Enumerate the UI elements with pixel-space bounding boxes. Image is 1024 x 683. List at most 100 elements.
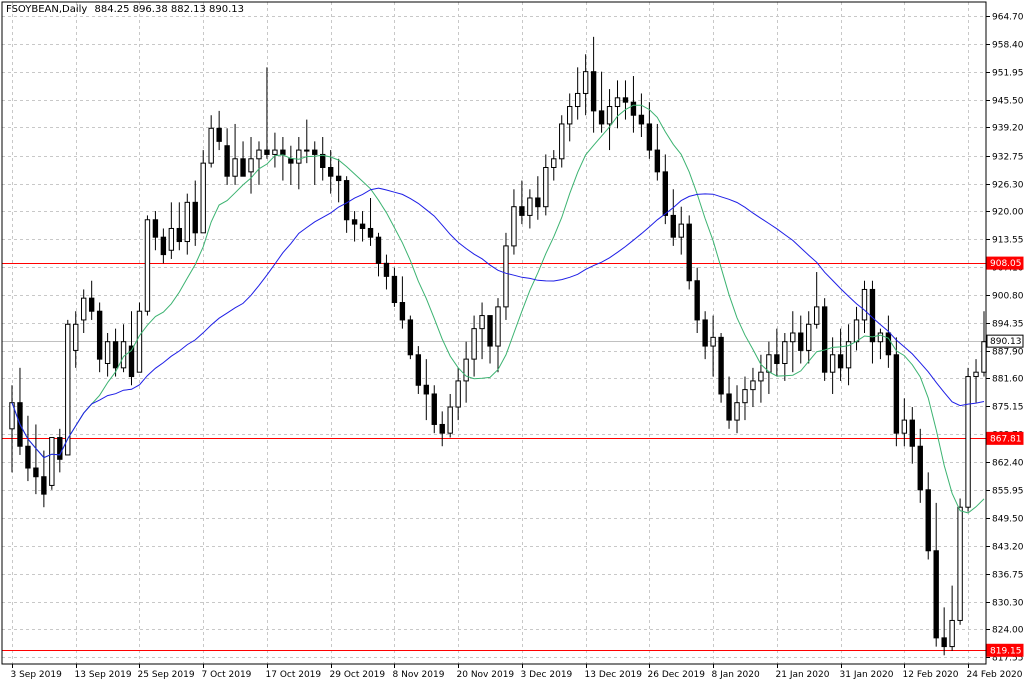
candle-bear	[280, 149, 286, 155]
candle-bull	[574, 92, 581, 108]
x-tick-label: 25 Sep 2019	[138, 670, 195, 680]
x-tick-label: 17 Oct 2019	[266, 670, 322, 680]
y-tick-label: 836.75	[992, 571, 1024, 581]
candle-bull	[877, 332, 884, 343]
candle-bull	[81, 297, 87, 321]
chart-header: FSOYBEAN,Daily 884.25 896.38 882.13 890.…	[6, 4, 248, 15]
candle-bull	[901, 419, 908, 434]
candle-bull	[49, 437, 55, 486]
x-tick-label: 24 Feb 2020	[967, 670, 1023, 680]
candle-bear	[519, 206, 525, 216]
candle-bull	[168, 227, 175, 251]
candle-bear	[909, 419, 915, 447]
candle-bear	[415, 354, 422, 386]
y-tick-label: 932.75	[992, 153, 1024, 163]
candle-bear	[941, 637, 947, 648]
candle-bull	[758, 371, 764, 382]
candle-bear	[590, 71, 597, 112]
y-tick-label: 881.60	[992, 375, 1024, 385]
candle-bull	[455, 380, 461, 408]
level-lines	[2, 263, 986, 651]
candle-bear	[96, 310, 103, 360]
candle-bear	[312, 149, 318, 155]
candle-bull	[543, 167, 549, 208]
candle-bull	[861, 288, 868, 321]
candle-bear	[264, 149, 270, 155]
candle-bear	[423, 384, 429, 395]
candle-bear	[925, 489, 931, 552]
candle-bull	[479, 315, 485, 330]
candle-bear	[407, 319, 414, 356]
candle-bear	[41, 476, 47, 495]
candle-bear	[391, 275, 398, 304]
candle-bear	[192, 201, 198, 234]
candle-bull	[766, 354, 772, 373]
ma-slow-line	[11, 187, 985, 459]
candle-bear	[694, 280, 700, 321]
candle-bull	[614, 97, 621, 108]
candle-bear	[25, 445, 31, 469]
current-price-tag: 890.13	[990, 337, 1022, 347]
level-tag: 908.05	[990, 259, 1022, 269]
y-tick-label: 958.40	[992, 41, 1024, 51]
x-tick-label: 3 Sep 2019	[11, 670, 63, 680]
candle-bear	[351, 219, 358, 225]
y-tick-label: 964.70	[992, 13, 1024, 23]
candle-bear	[288, 158, 294, 164]
candle-bear	[240, 158, 246, 177]
candle-bear	[487, 315, 493, 347]
y-tick-label: 939.20	[992, 124, 1024, 134]
candle-bull	[9, 402, 15, 430]
candle-bear	[798, 332, 804, 351]
candle-bear	[622, 97, 629, 103]
candle-bull	[845, 341, 852, 369]
candle-bear	[431, 393, 437, 425]
candle-bull	[710, 336, 716, 347]
candle-bear	[128, 345, 135, 378]
candle-bull	[73, 323, 79, 351]
candle-bear	[383, 262, 390, 277]
chart-symbol: FSOYBEAN,Daily	[6, 4, 88, 15]
candle-bull	[742, 389, 748, 404]
y-tick-label: 862.40	[992, 459, 1024, 469]
y-tick-label: 875.15	[992, 403, 1024, 413]
candle-bull	[296, 149, 302, 164]
price-tags: 908.05 867.81 819.15 890.13	[986, 256, 1024, 657]
x-tick-label: 3 Dec 2019	[521, 670, 573, 680]
candle-bull	[957, 506, 963, 621]
candle-bear	[702, 319, 708, 347]
current-price-tag-bg	[986, 334, 1024, 348]
plot-frame	[1, 1, 987, 665]
candle-bear	[320, 153, 326, 168]
candle-bull	[65, 323, 71, 456]
candle-bear	[399, 302, 406, 321]
candle-bull	[734, 402, 740, 421]
candle-bull	[248, 158, 254, 173]
candle-bull	[184, 201, 190, 243]
candle-bull	[200, 162, 206, 234]
candle-bear	[885, 332, 892, 356]
candle-bull	[232, 158, 238, 177]
candle-bull	[965, 376, 971, 508]
y-tick-label: 913.55	[992, 236, 1024, 246]
candles	[9, 36, 987, 656]
candle-bear	[439, 423, 445, 434]
y-tick-label: 830.30	[992, 599, 1024, 609]
y-tick-label: 817.55	[992, 654, 1024, 664]
candle-bear	[359, 223, 366, 229]
level-tag-bg	[986, 431, 1024, 445]
x-tick-label: 29 Oct 2019	[330, 670, 386, 680]
x-tick-label: 31 Jan 2020	[840, 670, 894, 680]
x-axis-labels: 3 Sep 2019 13 Sep 2019 25 Sep 2019 7 Oct 20…	[11, 670, 1023, 680]
candle-bull	[447, 406, 453, 434]
moving-averages	[11, 104, 985, 514]
candle-bear	[646, 123, 653, 151]
candle-bull	[813, 306, 820, 325]
candle-bear	[837, 354, 844, 369]
candle-bear	[774, 354, 780, 364]
y-tick-label: 951.95	[992, 69, 1024, 79]
y-tick-label: 926.30	[992, 181, 1024, 191]
candle-bull	[304, 149, 310, 152]
x-tick-label: 13 Sep 2019	[75, 670, 132, 680]
